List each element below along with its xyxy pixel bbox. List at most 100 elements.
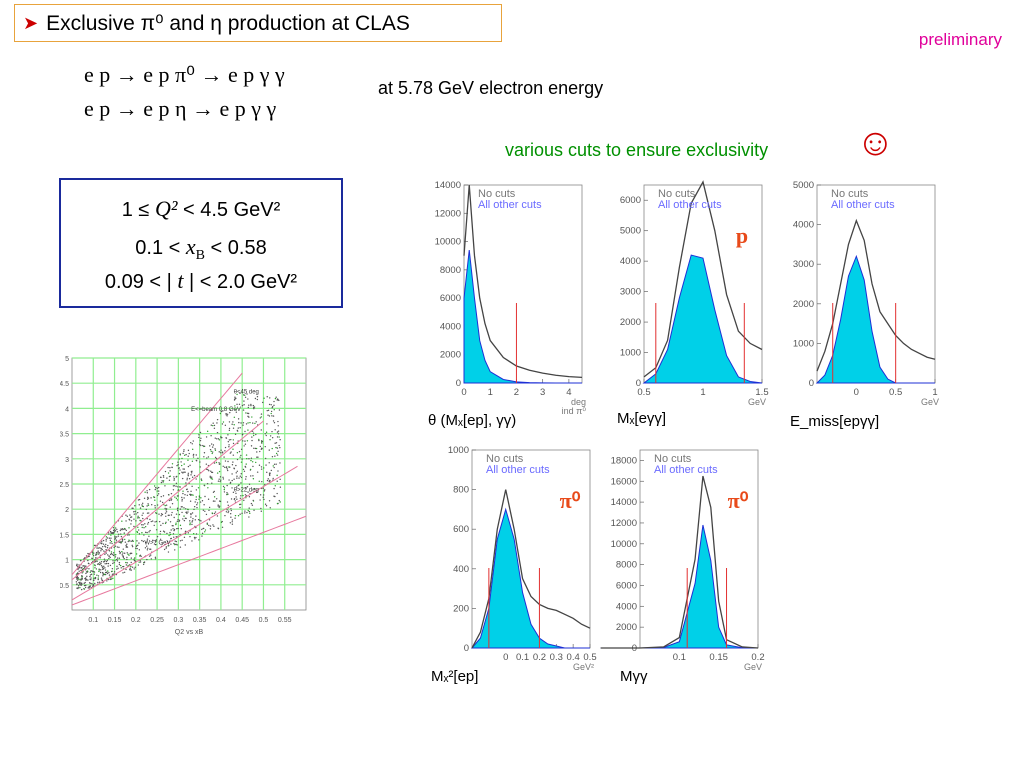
scatter-point [89,585,91,587]
scatter-point [274,455,276,457]
scatter-point [265,431,268,433]
x-unit-2: ind π⁰ [562,406,587,415]
scatter-point [211,512,213,514]
scatter-point [239,475,241,477]
scatter-point [200,444,202,447]
q2-vs-xb-scatter: 0.1 0.15 0.2 0.25 0.3 0.35 0.4 0.45 0.5 0.55 0.5 1 1… [60,356,307,636]
scatter-point [135,513,137,515]
y-tick-label: 6000 [440,293,461,304]
y-tick-label: 4000 [620,256,641,267]
scatter-point [100,550,102,552]
scatter-point [264,489,266,491]
scatter-point [107,554,109,556]
scatter-point [265,505,268,507]
scatter-point [232,491,235,494]
scatter-point [244,396,247,398]
scatter-point [123,528,125,531]
scatter-point [208,470,210,472]
scatter-point [84,578,87,580]
scatter-point [238,503,241,506]
scatter-point [271,456,274,458]
scatter-point [146,549,149,551]
y-tick-label: 2 [65,507,69,514]
scatter-point [185,453,187,456]
scatter-point [183,468,185,470]
scatter-point [234,396,236,398]
scatter-point [182,518,184,520]
y-tick-label: 3 [65,457,69,464]
scatter-point [213,462,216,464]
scatter-point [137,544,139,547]
scatter-point [186,512,188,515]
scatter-point [240,448,243,451]
scatter-point [118,550,121,553]
scatter-point [271,415,273,417]
scatter-point [77,587,79,589]
y-tick-label: 1000 [448,445,469,456]
scatter-point [223,466,226,468]
scatter-point [108,533,110,535]
scatter-point [219,476,222,478]
scatter-point [179,508,182,510]
y-tick-label: 1000 [793,338,814,349]
scatter-point [254,422,256,425]
scatter-point [277,430,280,432]
scatter-point [277,433,280,435]
scatter-point [255,421,257,423]
scatter-point [250,404,252,407]
scatter-point [99,557,101,559]
scatter-point [201,528,203,531]
scatter-point [230,438,232,441]
scatter-point [147,512,150,514]
no-cuts-line [816,218,936,372]
scatter-point [237,418,240,420]
scatter-point [187,459,189,461]
scatter-point [221,452,224,454]
all-other-cuts-area [642,254,763,384]
scatter-point [197,518,200,521]
scatter-point [244,494,247,496]
scatter-point [140,524,143,526]
scatter-point [105,552,107,554]
reaction-pi0: e p → e p π⁰ → e p γ γ [84,62,285,87]
x-tick-label: 0.4 [567,652,580,663]
scatter-point [114,541,116,544]
scatter-point [221,526,224,528]
scatter-point [176,520,179,523]
scatter-point [130,520,133,522]
scatter-point [175,543,177,546]
scatter-point [277,420,279,423]
scatter-point [160,481,163,484]
scatter-point [209,525,212,527]
x-tick-label: 1 [488,387,493,398]
scatter-point [191,460,194,463]
scatter-point [198,498,200,500]
scatter-point [125,546,127,548]
scatter-point [261,447,263,449]
scatter-point [198,539,200,541]
scatter-point [270,404,272,406]
scatter-point [252,465,254,468]
scatter-point [191,485,193,488]
scatter-point [89,571,91,574]
scatter-point [94,564,96,567]
scatter-point [247,415,249,418]
scatter-point [141,539,143,542]
scatter-point [119,541,122,543]
scatter-point [247,398,249,400]
scatter-point [252,499,254,502]
scatter-point [223,488,225,491]
scatter-point [245,423,248,425]
scatter-point [215,498,218,500]
boundary-annotation: W>2 GeV [144,540,170,546]
scatter-point [190,441,192,444]
y-tick-label: 4 [65,406,69,413]
scatter-point [226,493,229,496]
scatter-point [103,550,105,552]
scatter-point [160,513,163,515]
scatter-point [228,446,230,448]
scatter-point [264,433,267,435]
scatter-point [183,536,186,539]
scatter-point [116,528,118,531]
scatter-point [244,512,246,514]
